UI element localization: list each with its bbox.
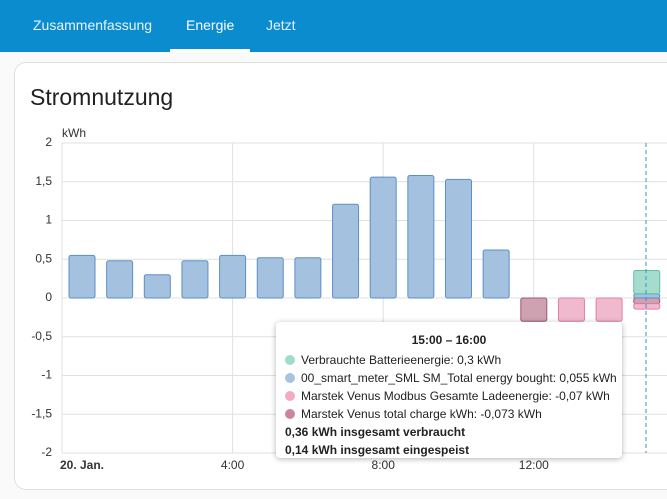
y-tick-label: 0 xyxy=(45,290,52,304)
y-axis-label: kWh xyxy=(62,126,86,140)
y-tick-label: 0,5 xyxy=(35,251,52,265)
bar xyxy=(633,297,661,305)
y-tick-label: 2 xyxy=(45,135,52,149)
dot xyxy=(285,391,295,401)
x-tick-label: 8:00 xyxy=(372,458,396,472)
tooltip-total: 0,14 kWh insgesamt eingespeist xyxy=(285,443,470,457)
tooltip-title: 15:00 – 16:00 xyxy=(411,333,487,347)
tooltip-item: Marstek Venus Modbus Gesamte Ladeenergie… xyxy=(301,389,610,403)
bar xyxy=(595,297,623,322)
tab[interactable]: Zusammenfassung xyxy=(33,17,153,33)
tooltip-row: Verbrauchte Batterieenergie: 0,3 kWh xyxy=(285,351,622,369)
x-tick-label: 4:00 xyxy=(221,458,245,472)
tooltip-item: Marstek Venus total charge kWh: -0,073 k… xyxy=(301,407,542,421)
bar xyxy=(294,257,322,299)
bar xyxy=(633,293,661,299)
bar xyxy=(256,257,284,299)
bar xyxy=(557,297,585,322)
tooltip-row: Marstek Venus Modbus Gesamte Ladeenergie… xyxy=(285,387,622,405)
dot xyxy=(285,373,295,383)
tab-bar: Zusammenfassung Energie Jetzt xyxy=(0,0,667,52)
bar xyxy=(445,178,472,299)
dot xyxy=(285,355,295,365)
tab[interactable]: Energie xyxy=(186,17,235,33)
bar xyxy=(520,297,548,322)
tooltip-row: Marstek Venus total charge kWh: -0,073 k… xyxy=(285,405,622,423)
bar xyxy=(407,175,435,299)
bar xyxy=(143,274,171,299)
bar xyxy=(68,254,96,299)
y-tick-label: -1 xyxy=(41,368,52,382)
bar xyxy=(181,260,209,299)
dot xyxy=(285,409,295,419)
tooltip-item: Verbrauchte Batterieenergie: 0,3 kWh xyxy=(301,353,502,367)
x-tick-label: 12:00 xyxy=(519,458,549,472)
y-tick-label: -0,5 xyxy=(31,329,52,343)
bar xyxy=(633,269,661,295)
tooltip-item: 00_smart_meter_SML SM_Total energy bough… xyxy=(301,371,617,385)
bar xyxy=(369,176,397,299)
y-tick-label: -1,5 xyxy=(31,406,52,420)
tooltip-row: 00_smart_meter_SML SM_Total energy bough… xyxy=(285,369,622,387)
bar xyxy=(482,249,510,299)
tooltip-total: 0,36 kWh insgesamt verbraucht xyxy=(285,425,466,439)
bar xyxy=(332,203,360,299)
y-tick-label: 1 xyxy=(45,213,52,227)
card-title: Stromnutzung xyxy=(30,84,174,110)
y-tick-label: -2 xyxy=(41,445,52,459)
bar xyxy=(219,254,247,299)
y-tick-label: 1,5 xyxy=(35,174,52,188)
tab-indicator xyxy=(170,49,250,52)
bar xyxy=(106,260,134,299)
bar xyxy=(633,303,661,310)
x-tick-label: 20. Jan. xyxy=(60,458,104,472)
tab[interactable]: Jetzt xyxy=(266,17,296,33)
tooltip: 15:00 – 16:00 Verbrauchte Batterieenergi… xyxy=(276,322,622,458)
